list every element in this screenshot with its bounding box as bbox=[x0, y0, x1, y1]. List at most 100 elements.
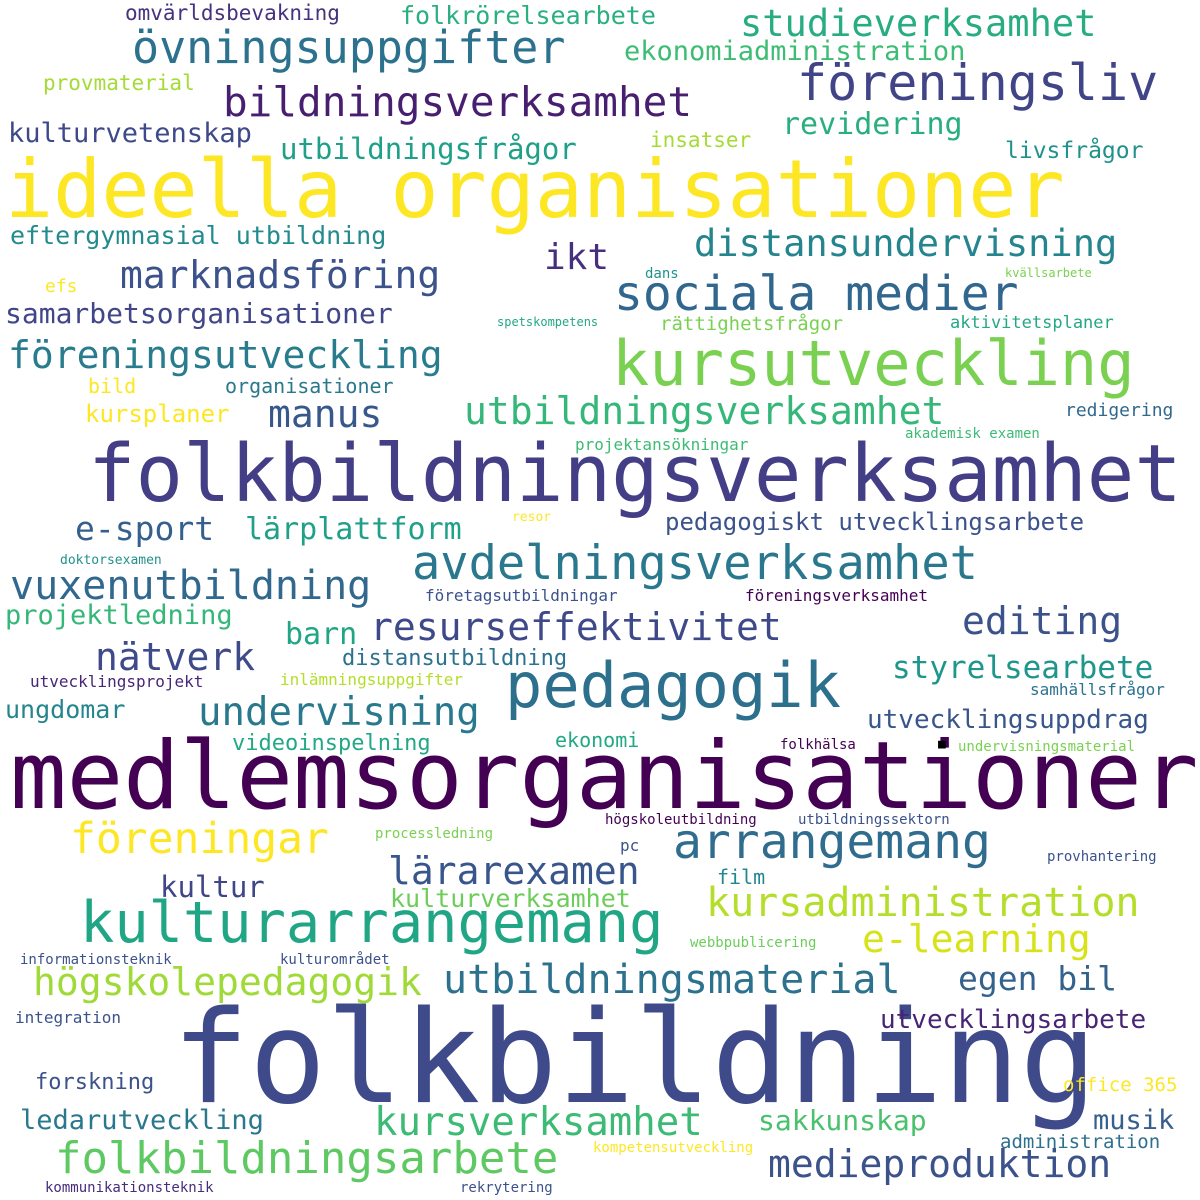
word-medieproduktion: medieproduktion bbox=[768, 1142, 1112, 1186]
word-larplattform: lärplattform bbox=[245, 512, 462, 547]
word-pedagogik: pedagogik bbox=[505, 649, 841, 722]
word-kompetensutveckling: kompetensutveckling bbox=[593, 1140, 754, 1156]
word-kvallsarbete: kvällsarbete bbox=[1005, 266, 1092, 280]
word-forskning: forskning bbox=[35, 1070, 155, 1095]
word-aktivitetsplaner: aktivitetsplaner bbox=[950, 313, 1114, 333]
word-bild: bild bbox=[88, 374, 137, 398]
word-folkhalsa: folkhälsa bbox=[780, 737, 856, 753]
word-kursplaner: kursplaner bbox=[85, 400, 230, 428]
word-projektansokningar: projektansökningar bbox=[575, 435, 749, 454]
word-utbildningsverksamhet: utbildningsverksamhet bbox=[464, 389, 945, 433]
word-samhallsfragor: samhällsfrågor bbox=[1030, 680, 1165, 699]
word-informationsteknik: informationsteknik bbox=[20, 952, 172, 968]
word-doktorsexamen: doktorsexamen bbox=[60, 553, 162, 568]
word-ekonomi: ekonomi bbox=[555, 728, 640, 752]
word-undervisningsmaterial: undervisningsmaterial bbox=[958, 739, 1136, 755]
word-film: film bbox=[717, 865, 766, 889]
word-revidering: revidering bbox=[782, 107, 963, 142]
word-kulturomradet: kulturområdet bbox=[280, 952, 390, 968]
word-natverk: nätverk bbox=[95, 635, 256, 679]
word-foreningar: föreningar bbox=[70, 814, 329, 864]
word-processledning: processledning bbox=[375, 826, 494, 842]
word-kursverksamhet: kursverksamhet bbox=[374, 1100, 703, 1145]
word-samarbetsorganisationer: samarbetsorganisationer bbox=[5, 297, 393, 330]
word-vuxenutbildning: vuxenutbildning bbox=[10, 563, 372, 609]
word-kulturarrangemang: kulturarrangemang bbox=[80, 890, 664, 956]
word-foretagsutbildningar: företagsutbildningar bbox=[425, 586, 618, 605]
word-lararexamen: lärarexamen bbox=[388, 849, 640, 893]
word-projektledning: projektledning bbox=[5, 600, 233, 631]
word-ideella-organisationer: ideella organisationer bbox=[5, 143, 1065, 236]
word-provmaterial: provmaterial bbox=[43, 71, 195, 95]
word-videoinspelning: videoinspelning bbox=[232, 731, 431, 756]
word-utvecklingsprojekt: utvecklingsprojekt bbox=[30, 672, 204, 691]
word-akademisk-examen: akademisk examen bbox=[905, 426, 1040, 442]
word-omvarldsbevakning: omvärldsbevakning bbox=[125, 1, 340, 25]
word-utbildningssektorn: utbildningssektorn bbox=[798, 812, 950, 828]
word-e-learning: e-learning bbox=[862, 917, 1091, 961]
word-spetskompetens: spetskompetens bbox=[497, 315, 599, 329]
word-utvecklingsuppdrag: utvecklingsuppdrag bbox=[867, 705, 1149, 735]
word-redigering: redigering bbox=[1065, 400, 1174, 421]
word-ledarutveckling: ledarutveckling bbox=[20, 1105, 264, 1136]
word-utvecklingsarbete: utvecklingsarbete bbox=[880, 1005, 1147, 1035]
word-ungdomar: ungdomar bbox=[5, 695, 126, 724]
word-kulturverksamhet: kulturverksamhet bbox=[390, 884, 631, 913]
word-efs: efs bbox=[45, 276, 78, 297]
word-egen-bil: egen bil bbox=[958, 959, 1117, 998]
word-rekrytering: rekrytering bbox=[460, 1180, 553, 1196]
word-distansutbildning: distansutbildning bbox=[342, 646, 568, 671]
word-ovningsuppgifter: övningsuppgifter bbox=[132, 21, 566, 74]
word-styrelsearbete: styrelsearbete bbox=[892, 650, 1154, 686]
word-pc: pc bbox=[620, 836, 640, 855]
word-kursadministration: kursadministration bbox=[706, 880, 1140, 926]
word-administration: administration bbox=[1000, 1131, 1161, 1153]
word-folkbildningsverksamhet: folkbildningsverksamhet bbox=[88, 428, 1182, 520]
word-ekonomiadministration: ekonomiadministration bbox=[624, 36, 966, 67]
word-medlemsorganisationer: medlemsorganisationer bbox=[10, 722, 1199, 831]
word-sociala-medier: sociala medier bbox=[614, 266, 1019, 322]
word-manus: manus bbox=[268, 392, 383, 436]
word-undervisning: undervisning bbox=[198, 690, 480, 735]
word-inlamningsuppgifter: inlämningsuppgifter bbox=[280, 670, 464, 689]
word-hogskoleutbildning: högskoleutbildning bbox=[605, 812, 757, 828]
word-foreningsutveckling: föreningsutveckling bbox=[8, 333, 443, 377]
word-resor: resor bbox=[512, 510, 552, 525]
word-kultur: kultur bbox=[160, 870, 265, 904]
word-avdelningsverksamhet: avdelningsverksamhet bbox=[412, 536, 978, 591]
word-barn: barn bbox=[285, 617, 358, 652]
word-folkbildningsarbete: folkbildningsarbete bbox=[55, 1133, 559, 1184]
word-insatser: insatser bbox=[650, 128, 752, 152]
word-utbildningsmaterial: utbildningsmaterial bbox=[443, 957, 901, 1003]
word-foreningsverksamhet: föreningsverksamhet bbox=[745, 586, 929, 605]
word-sakkunskap: sakkunskap bbox=[758, 1104, 927, 1137]
word-arrangemang: arrangemang bbox=[673, 814, 991, 870]
word-utbildningsfragor: utbildningsfrågor bbox=[280, 132, 577, 166]
word-distansundervisning: distansundervisning bbox=[694, 222, 1118, 265]
word-webbpublicering: webbpublicering bbox=[690, 935, 817, 951]
word-mark: ■ bbox=[938, 737, 946, 752]
word-musik: musik bbox=[1093, 1105, 1175, 1136]
word-resurseffektivitet: resurseffektivitet bbox=[370, 605, 782, 649]
word-eftergymnasial-utbildning: eftergymnasial utbildning bbox=[10, 221, 387, 250]
word-kommunikationsteknik: kommunikationsteknik bbox=[45, 1180, 214, 1196]
word-bildningsverksamhet: bildningsverksamhet bbox=[223, 78, 692, 126]
word-hogskolepedagogik: högskolepedagogik bbox=[33, 960, 422, 1004]
word-kursutveckling: kursutveckling bbox=[612, 327, 1135, 400]
word-pedagogiskt-utvecklingsarbete: pedagogiskt utvecklingsarbete bbox=[665, 508, 1085, 536]
word-rattighetsfragor: rättighetsfrågor bbox=[660, 313, 844, 335]
word-e-sport: e-sport bbox=[75, 509, 215, 548]
word-ikt: ikt bbox=[544, 237, 610, 278]
word-foreningsliv: föreningsliv bbox=[797, 54, 1159, 112]
word-dans: dans bbox=[645, 266, 679, 282]
word-editing: editing bbox=[962, 599, 1123, 643]
word-marknadsforing: marknadsföring bbox=[120, 253, 441, 297]
word-organisationer: organisationer bbox=[225, 374, 394, 398]
word-provhantering: provhantering bbox=[1047, 849, 1157, 865]
word-office-365: office 365 bbox=[1063, 1074, 1178, 1096]
word-kulturvetenskap: kulturvetenskap bbox=[8, 118, 252, 149]
word-integration: integration bbox=[15, 1008, 121, 1027]
word-studieverksamhet: studieverksamhet bbox=[740, 2, 1097, 45]
word-folkbildning: folkbildning bbox=[172, 984, 1097, 1133]
